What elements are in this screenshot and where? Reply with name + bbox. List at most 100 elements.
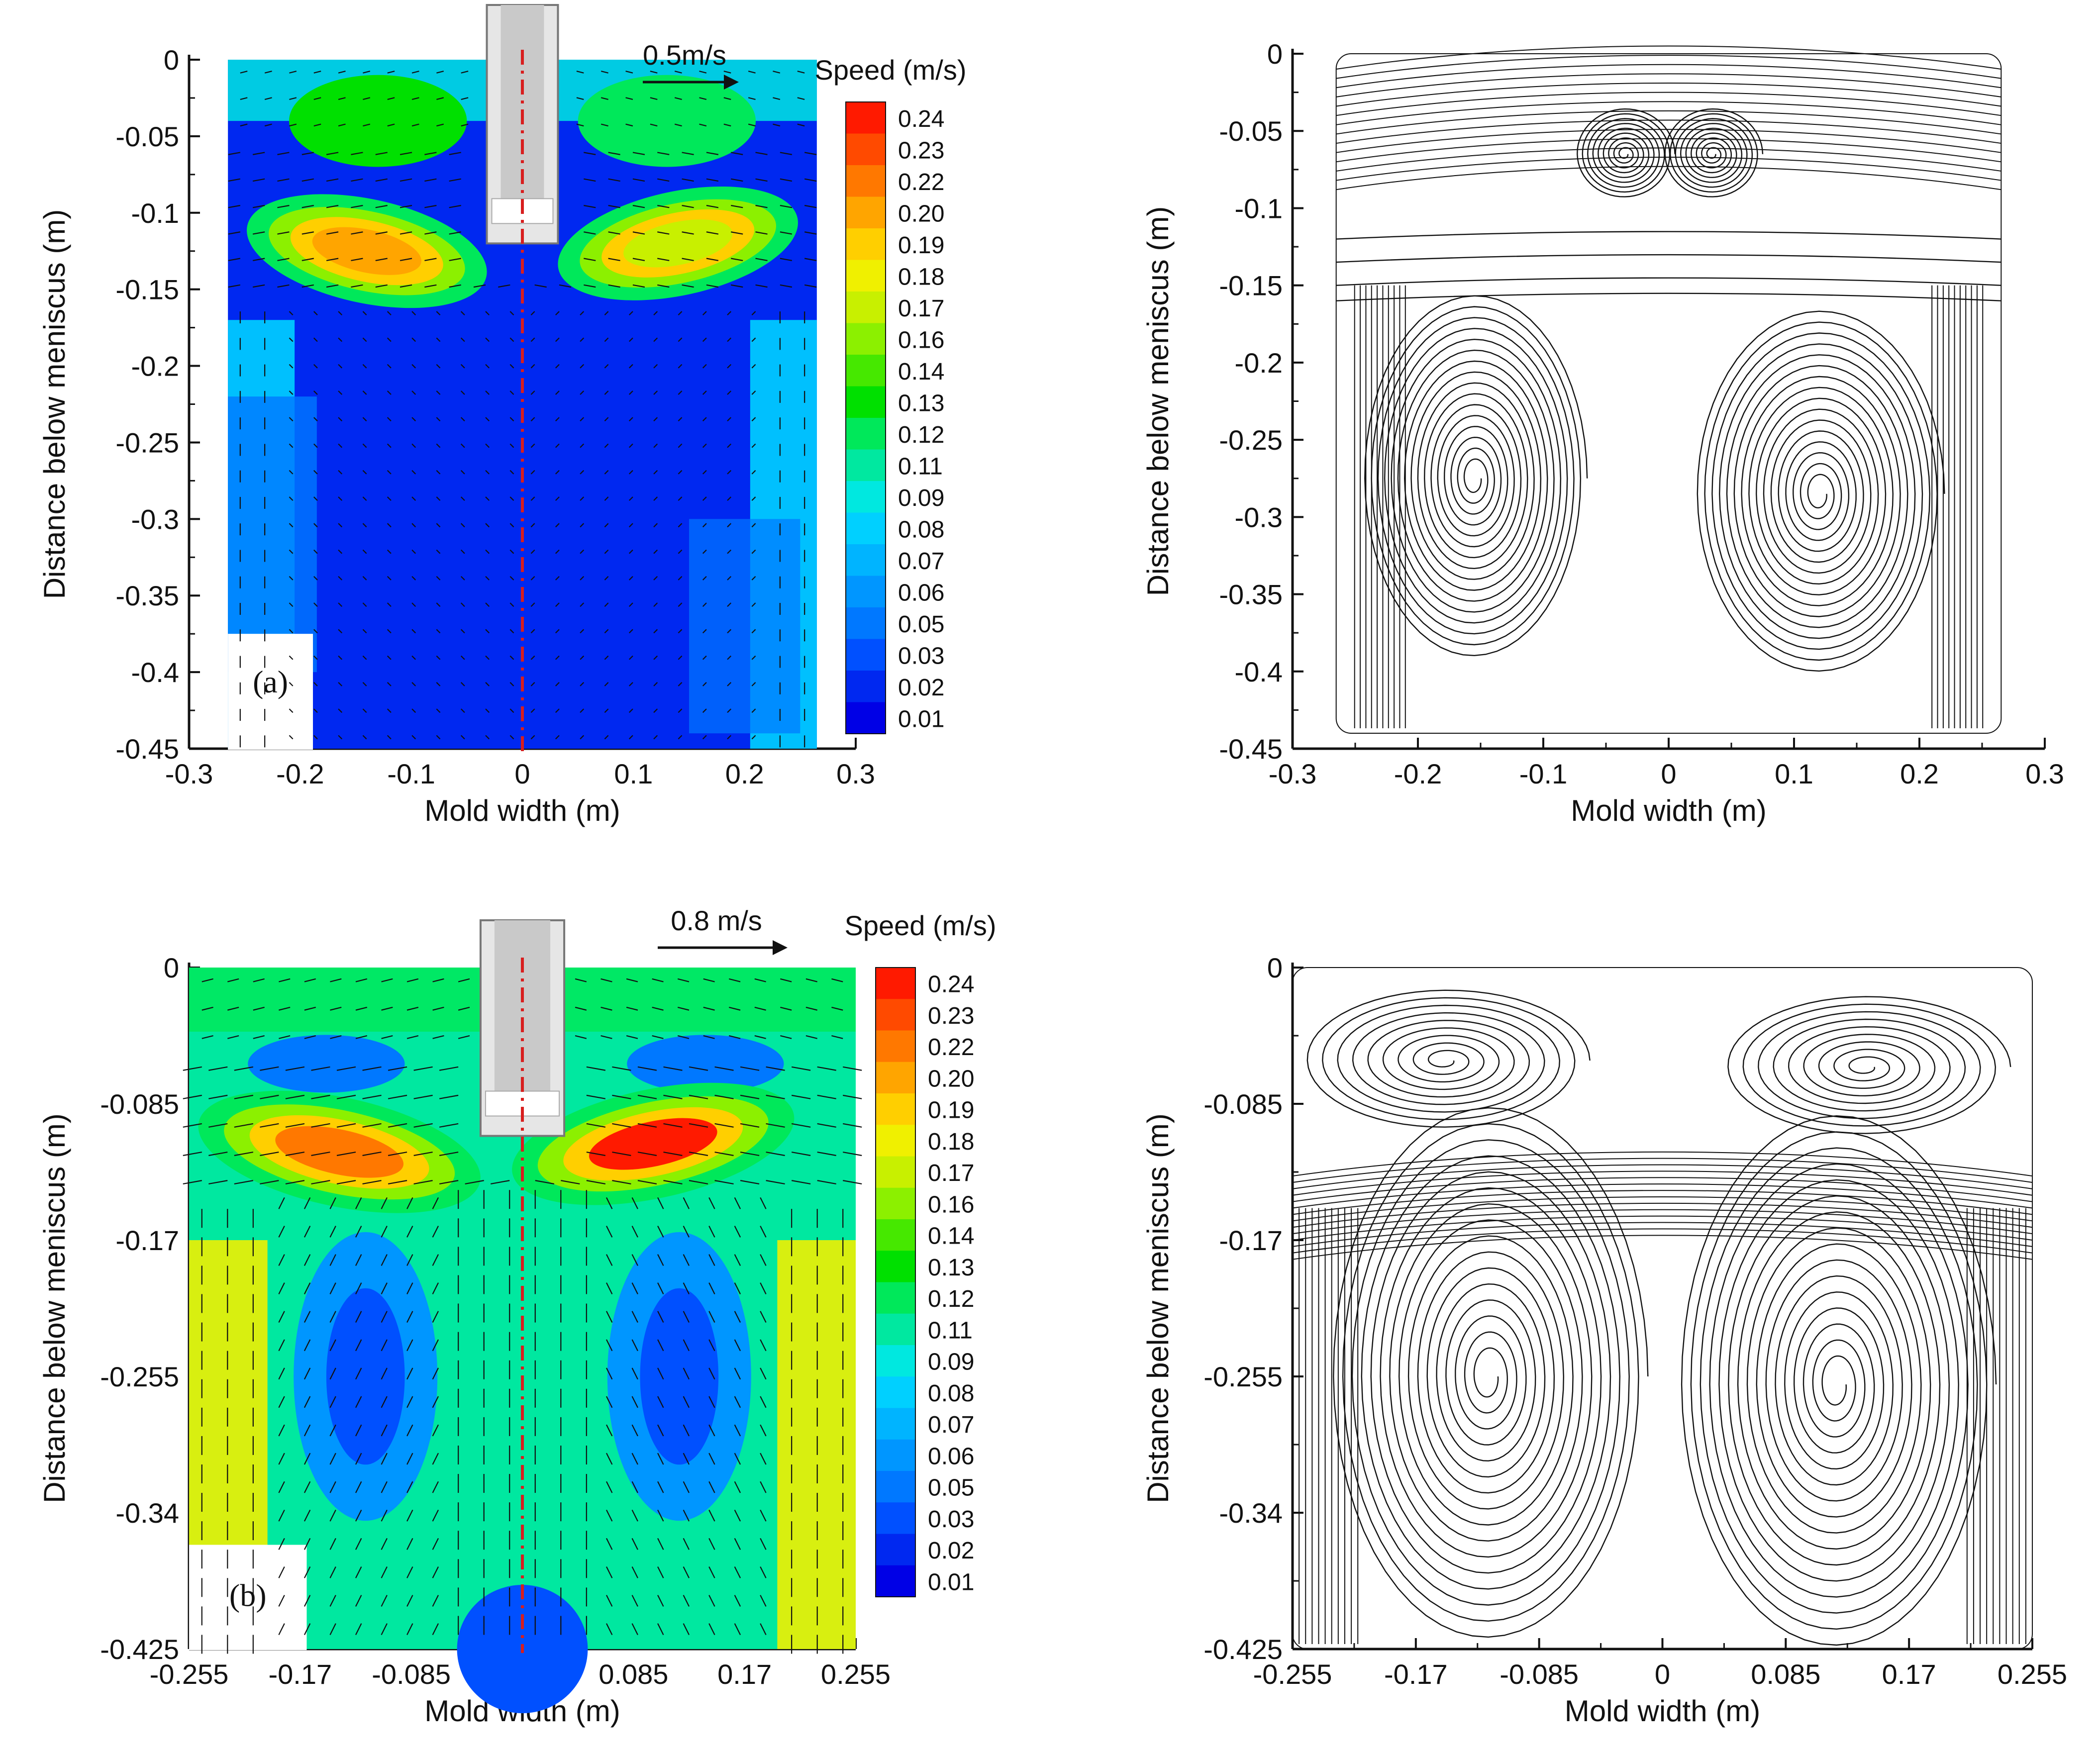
velocity-vector — [608, 204, 620, 208]
velocity-vector — [485, 443, 490, 448]
velocity-vector — [509, 417, 514, 422]
velocity-vector — [708, 1481, 715, 1493]
velocity-vector — [388, 1123, 407, 1128]
velocity-vector — [754, 1035, 766, 1039]
velocity-vector — [183, 1123, 202, 1128]
velocity-vector — [689, 1180, 708, 1185]
velocity-vector — [485, 417, 490, 422]
velocity-vector — [289, 337, 294, 342]
velocity-vector — [555, 417, 560, 422]
velocity-vector — [278, 1566, 285, 1578]
velocity-vector — [227, 1035, 239, 1039]
velocity-vector — [336, 1094, 356, 1099]
x-tick-label: -0.17 — [269, 1658, 332, 1690]
colorbar-level-label: 0.01 — [928, 1569, 974, 1595]
velocity-vector — [485, 523, 490, 528]
colorbar-swatch — [846, 576, 886, 608]
velocity-vector — [804, 258, 817, 261]
velocity-vector — [631, 1595, 638, 1607]
velocity-vector — [411, 602, 416, 607]
velocity-vector — [432, 1339, 439, 1352]
colorbar-swatch — [846, 323, 886, 355]
velocity-vector — [683, 1225, 690, 1238]
colorbar-swatch — [846, 165, 886, 197]
velocity-vector — [388, 1066, 407, 1071]
velocity-vector — [632, 258, 645, 261]
velocity-vector — [580, 735, 585, 740]
velocity-vector — [509, 629, 514, 634]
velocity-vector — [362, 443, 367, 448]
velocity-vector — [355, 1197, 362, 1209]
streamline-vortex — [1306, 989, 1591, 1128]
x-tick-label: 0.17 — [1882, 1658, 1936, 1690]
velocity-vector — [678, 390, 683, 395]
y-tick-label: -0.15 — [1219, 270, 1283, 301]
velocity-vector — [304, 1006, 316, 1011]
velocity-vector — [449, 284, 461, 288]
velocity-vector — [632, 204, 645, 208]
streamline-vortex — [1697, 310, 1945, 672]
velocity-vector — [626, 978, 638, 982]
velocity-vector — [600, 97, 608, 100]
velocity-vector — [606, 1197, 613, 1209]
colorbar-swatch — [876, 1376, 915, 1409]
velocity-vector — [436, 708, 441, 713]
velocity-vector — [301, 284, 314, 288]
velocity-vector — [657, 1595, 664, 1607]
velocity-vector — [708, 1566, 715, 1578]
velocity-vector — [576, 97, 584, 100]
velocity-vector — [637, 1066, 657, 1071]
velocity-vector — [381, 1006, 393, 1011]
velocity-vector — [683, 1254, 690, 1266]
velocity-vector — [326, 284, 339, 288]
recirculation-core — [326, 1288, 405, 1465]
colorbar-swatch — [846, 702, 886, 734]
velocity-vector — [201, 1035, 213, 1039]
velocity-vector — [355, 1509, 362, 1522]
colorbar-title: Speed (m/s) — [845, 910, 997, 941]
velocity-vector — [530, 337, 535, 342]
y-tick-label: -0.085 — [1203, 1088, 1283, 1120]
velocity-vector — [748, 70, 756, 74]
velocity-vector — [653, 602, 658, 607]
velocity-vector — [708, 1623, 715, 1635]
velocity-vector — [387, 655, 392, 660]
velocity-vector — [285, 1066, 305, 1071]
streamline — [1292, 1222, 2033, 1247]
velocity-vector — [485, 337, 490, 342]
velocity-vector — [509, 549, 514, 554]
velocity-vector — [387, 496, 392, 501]
velocity-vector — [375, 152, 388, 155]
velocity-vector — [509, 443, 514, 448]
velocity-vector — [637, 1123, 657, 1128]
velocity-vector — [760, 1254, 767, 1266]
velocity-vector — [279, 978, 291, 982]
velocity-vector — [338, 364, 343, 369]
velocity-vector — [628, 655, 633, 660]
velocity-vector — [751, 337, 756, 342]
velocity-vector — [473, 284, 486, 288]
velocity-vector — [683, 1197, 690, 1209]
y-tick-label: -0.17 — [115, 1225, 179, 1256]
velocity-vector — [727, 523, 731, 528]
velocity-vector — [740, 1151, 760, 1156]
y-axis-title: Distance below meniscus (m) — [1141, 1113, 1175, 1503]
velocity-vector — [460, 708, 465, 713]
velocity-vector — [751, 523, 756, 528]
velocity-vector — [509, 311, 514, 316]
velocity-vector — [555, 523, 560, 528]
velocity-vector — [677, 978, 690, 982]
velocity-vector — [600, 70, 608, 74]
velocity-vector — [449, 152, 461, 155]
velocity-vector — [683, 1538, 690, 1550]
velocity-vector — [461, 97, 469, 100]
y-tick-label: 0 — [164, 952, 179, 983]
velocity-vector — [432, 1538, 439, 1550]
velocity-vector — [677, 1006, 690, 1011]
velocity-vector — [766, 1180, 785, 1185]
velocity-vector — [381, 1367, 388, 1380]
velocity-vector — [677, 1035, 690, 1039]
x-tick-label: 0 — [1661, 758, 1676, 789]
velocity-vector — [805, 1035, 817, 1039]
velocity-vector — [727, 337, 731, 342]
